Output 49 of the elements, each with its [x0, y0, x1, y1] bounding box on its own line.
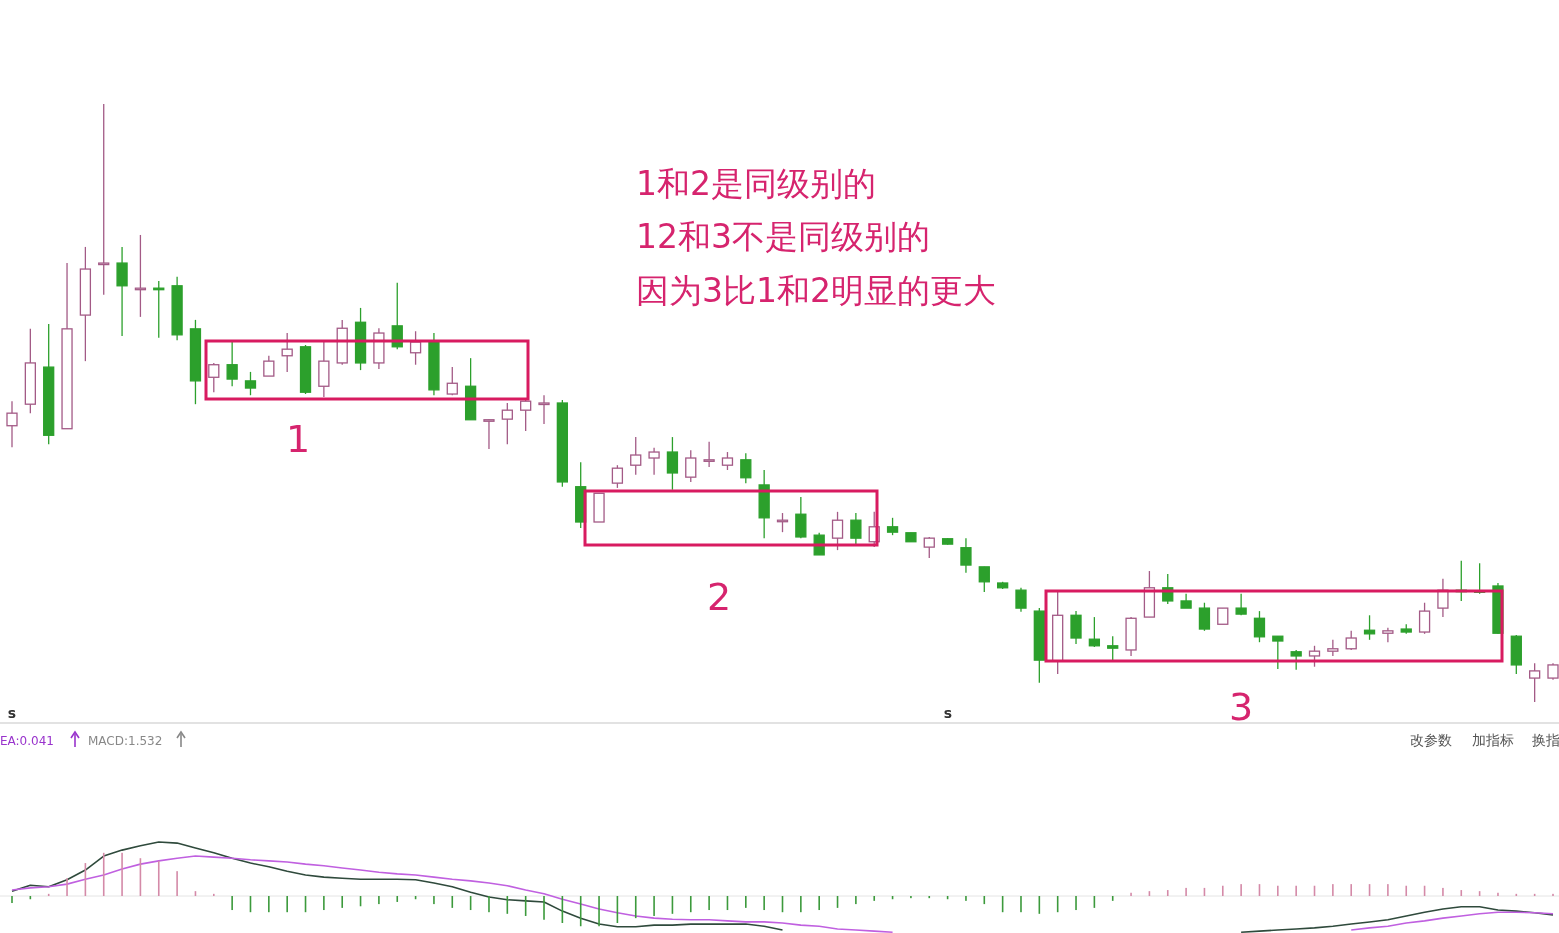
- annotation: 12和3不是同级别的: [636, 217, 930, 256]
- candlestick: [1070, 610, 1082, 645]
- candlestick: [1015, 587, 1027, 613]
- candlestick: [1529, 662, 1541, 703]
- candlestick: [244, 371, 257, 396]
- annotation: 3: [1228, 685, 1254, 729]
- candlestick: [6, 400, 18, 448]
- candlestick: [1272, 635, 1284, 670]
- candlestick: [538, 394, 550, 425]
- candlestick: [703, 441, 715, 468]
- candlestick: [1418, 602, 1431, 635]
- candlestick: [501, 402, 513, 445]
- annotation: 1: [285, 417, 311, 461]
- candlestick: [960, 537, 972, 574]
- candlestick: [630, 436, 642, 476]
- candlestick: [740, 452, 752, 484]
- candlestick: [98, 103, 110, 296]
- candlestick: [1345, 630, 1357, 651]
- candlestick: [520, 398, 532, 432]
- candlestick: [978, 566, 990, 593]
- annotation: 1和2是同级别的: [636, 164, 876, 203]
- candlestick: [446, 366, 458, 396]
- candlestick: [685, 449, 697, 483]
- candlestick: [1107, 635, 1119, 661]
- text: EA:0.041: [0, 734, 54, 748]
- candlestick: [1382, 627, 1394, 643]
- candlestick: [1308, 645, 1321, 668]
- candlestick: [1327, 639, 1339, 657]
- candlestick: [208, 362, 220, 393]
- candlestick: [116, 246, 128, 337]
- text: 换指: [1532, 732, 1559, 748]
- text: s: [7, 705, 17, 721]
- text: MACD:1.532: [88, 734, 163, 748]
- annotation: 因为3比1和2明显的更大: [636, 271, 996, 310]
- candlestick: [795, 496, 807, 539]
- text: s: [943, 705, 953, 721]
- text: 加指标: [1472, 732, 1514, 748]
- candlestick: [483, 418, 495, 450]
- text: 改参数: [1410, 732, 1452, 748]
- candlestick: [1253, 610, 1266, 643]
- candlestick: [263, 355, 275, 377]
- annotation: 2: [706, 575, 732, 619]
- candlestick: [648, 447, 660, 476]
- candlestick: [611, 464, 624, 489]
- candlestick: [666, 436, 679, 491]
- candlestick: [850, 512, 862, 546]
- candlestick: [1198, 602, 1211, 632]
- candlestick: [1290, 649, 1302, 671]
- candlestick: [831, 511, 844, 551]
